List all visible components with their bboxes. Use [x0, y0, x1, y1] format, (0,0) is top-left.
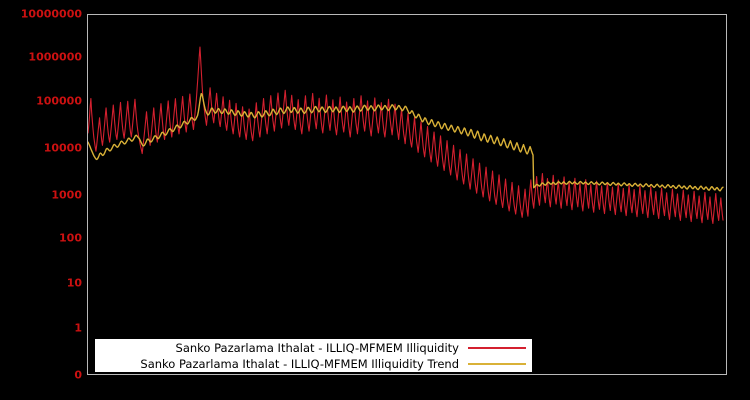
y-tick-label: 100000	[36, 94, 82, 108]
y-tick-label: 0	[74, 368, 82, 382]
y-tick-label: 100	[59, 231, 82, 245]
y-tick-label: 10000	[43, 141, 82, 155]
legend-entry: Sanko Pazarlama Ithalat - ILLIQ-MFMEM Il…	[95, 340, 532, 356]
y-tick-label: 10000000	[20, 7, 82, 21]
y-tick-label: 1000000	[28, 50, 82, 64]
legend-color-swatch	[468, 362, 526, 365]
y-tick-label: 10	[66, 276, 82, 290]
legend-label: Sanko Pazarlama Ithalat - ILLIQ-MFMEM Il…	[140, 356, 459, 371]
y-tick-label: 1000	[51, 188, 82, 202]
series-line-illiquidity	[88, 46, 724, 224]
plot-area	[87, 14, 727, 375]
legend-color-swatch	[468, 346, 526, 349]
series-canvas	[88, 46, 724, 224]
chart-legend: Sanko Pazarlama Ithalat - ILLIQ-MFMEM Il…	[95, 339, 532, 372]
legend-label: Sanko Pazarlama Ithalat - ILLIQ-MFMEM Il…	[175, 340, 459, 355]
legend-entry: Sanko Pazarlama Ithalat - ILLIQ-MFMEM Il…	[95, 356, 532, 372]
series-line-illiquidity-trend	[88, 92, 724, 192]
y-tick-label: 1	[74, 321, 82, 335]
